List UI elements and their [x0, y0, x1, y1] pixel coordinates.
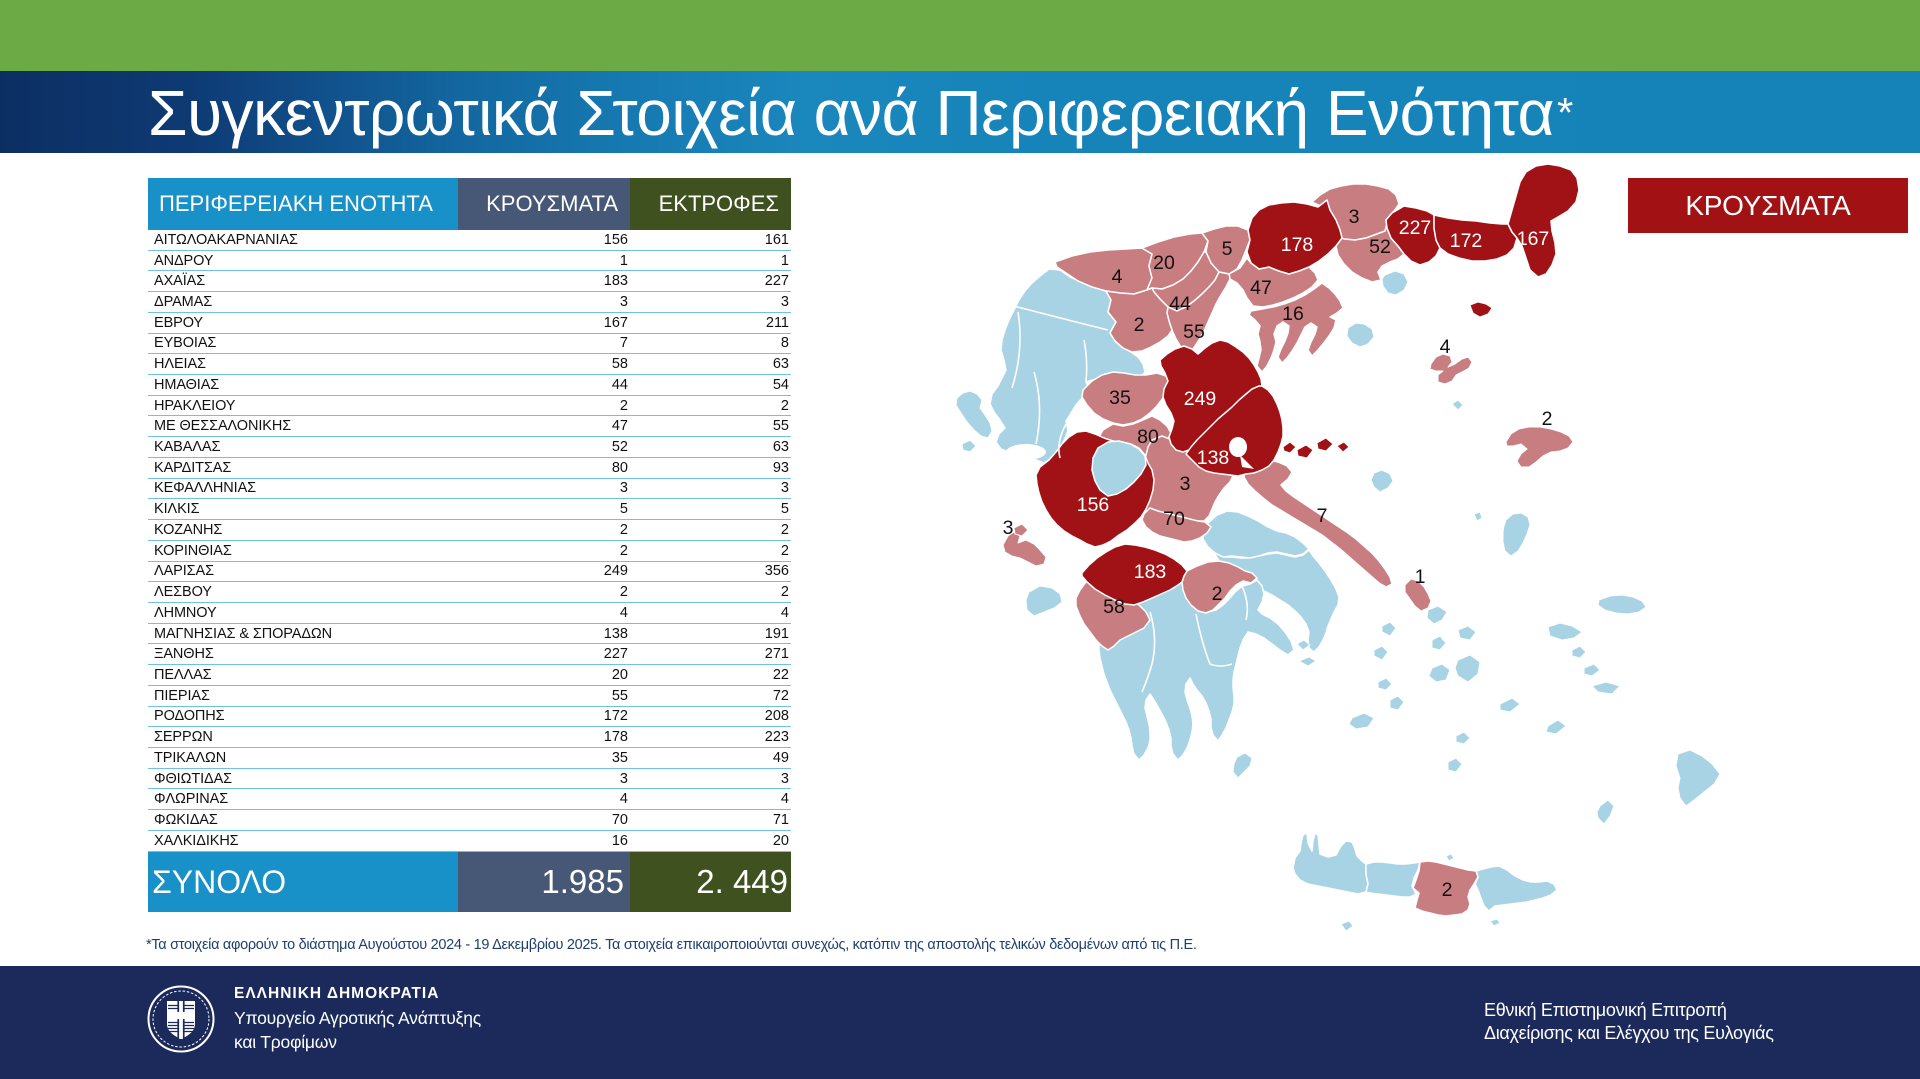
svg-text:35: 35 — [1109, 387, 1131, 409]
svg-text:249: 249 — [1184, 388, 1217, 410]
svg-text:172: 172 — [1450, 230, 1483, 252]
svg-text:4: 4 — [1440, 336, 1451, 358]
svg-text:167: 167 — [1517, 228, 1550, 250]
svg-text:2: 2 — [1212, 583, 1223, 605]
svg-text:178: 178 — [1281, 234, 1314, 256]
svg-text:1: 1 — [1415, 566, 1426, 588]
svg-text:4: 4 — [1112, 266, 1123, 288]
svg-text:7: 7 — [1317, 505, 1328, 527]
svg-text:44: 44 — [1169, 293, 1191, 315]
svg-text:3: 3 — [1003, 517, 1014, 539]
svg-text:47: 47 — [1250, 277, 1272, 299]
svg-text:2: 2 — [1542, 408, 1553, 430]
svg-text:227: 227 — [1399, 217, 1432, 239]
svg-text:55: 55 — [1183, 321, 1205, 343]
svg-text:58: 58 — [1103, 596, 1125, 618]
svg-text:52: 52 — [1369, 236, 1391, 258]
svg-text:5: 5 — [1222, 238, 1233, 260]
svg-text:156: 156 — [1077, 494, 1110, 516]
svg-text:80: 80 — [1137, 426, 1159, 448]
svg-text:183: 183 — [1134, 561, 1167, 583]
svg-text:3: 3 — [1349, 206, 1360, 228]
svg-text:16: 16 — [1282, 303, 1304, 325]
svg-text:70: 70 — [1163, 508, 1185, 530]
svg-text:138: 138 — [1197, 447, 1230, 469]
svg-text:2: 2 — [1134, 314, 1145, 336]
svg-text:3: 3 — [1180, 473, 1191, 495]
svg-text:20: 20 — [1153, 252, 1175, 274]
svg-text:2: 2 — [1442, 879, 1453, 901]
